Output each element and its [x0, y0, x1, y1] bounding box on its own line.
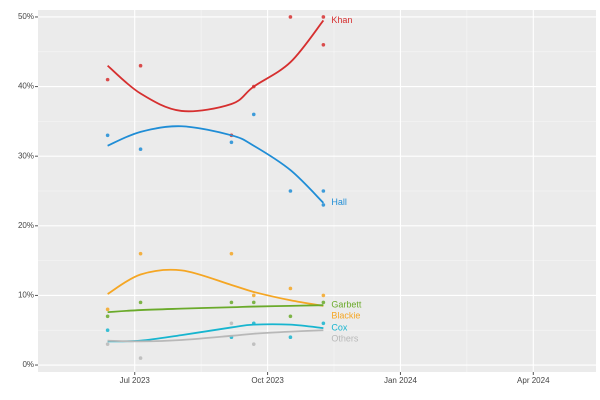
x-tick-label: Apr 2024	[517, 376, 550, 385]
series-label: Hall	[331, 197, 347, 207]
data-point	[251, 112, 256, 117]
data-point	[288, 314, 293, 319]
data-point	[321, 293, 326, 298]
data-point	[251, 342, 256, 346]
data-point	[229, 321, 234, 326]
y-tick-label: 50%	[18, 12, 34, 21]
data-point	[105, 328, 110, 333]
data-point	[105, 342, 110, 346]
data-point	[105, 133, 110, 138]
data-point	[138, 147, 143, 152]
series-label: Garbett	[331, 300, 362, 310]
y-tick-label: 40%	[18, 82, 34, 91]
y-tick-label: 20%	[18, 221, 34, 230]
data-point	[321, 300, 326, 305]
trend-line	[107, 304, 324, 314]
data-point	[251, 300, 256, 305]
data-point	[321, 43, 326, 47]
data-point	[138, 63, 143, 68]
data-point	[229, 140, 234, 145]
data-point	[138, 356, 143, 360]
series-label: Cox	[331, 323, 348, 333]
trend-line	[107, 125, 325, 204]
series-label: Others	[331, 334, 359, 344]
data-point	[321, 203, 326, 207]
data-point	[321, 15, 326, 19]
y-tick-label: 0%	[22, 360, 34, 369]
data-point	[321, 321, 326, 326]
data-point	[138, 300, 143, 305]
data-point	[288, 335, 293, 339]
data-point	[229, 251, 234, 256]
x-tick-label: Jan 2024	[384, 376, 417, 385]
data-point	[229, 300, 234, 305]
trend-line	[107, 329, 324, 343]
data-point	[105, 314, 110, 319]
data-point	[288, 15, 293, 19]
data-point	[288, 189, 293, 193]
data-point	[138, 251, 143, 256]
y-tick-label: 10%	[18, 291, 34, 300]
series-label: Blackie	[331, 311, 360, 321]
x-tick-label: Jul 2023	[120, 376, 151, 385]
y-tick-label: 30%	[18, 151, 34, 160]
data-point	[105, 77, 110, 82]
trend-line	[107, 268, 324, 307]
data-point	[321, 189, 326, 193]
x-tick-label: Oct 2023	[251, 376, 284, 385]
trend-line	[107, 19, 325, 113]
series-label: Khan	[331, 15, 352, 25]
data-point	[251, 293, 256, 298]
data-point	[288, 286, 293, 291]
data-point	[105, 307, 110, 312]
